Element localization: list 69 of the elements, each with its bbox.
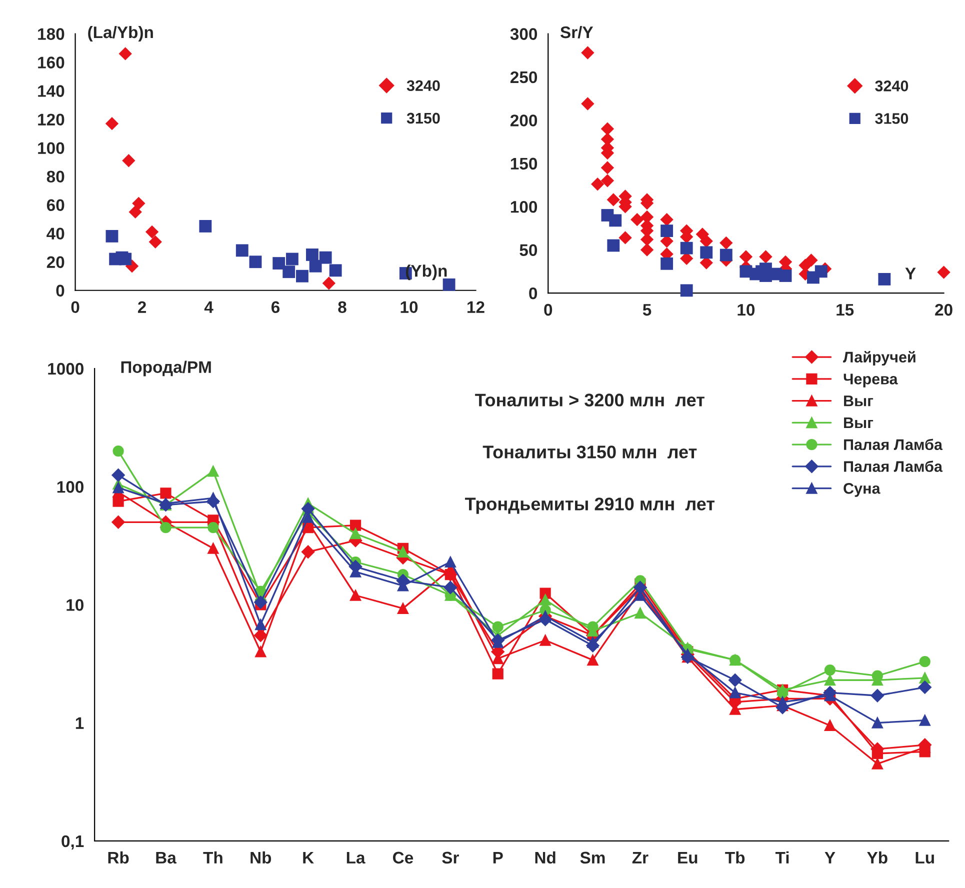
x-tick-label: Ce <box>393 852 414 864</box>
legend-label: Лайручей <box>843 351 916 366</box>
x-tick-label: 5 <box>642 304 652 316</box>
legend-label: Палая Ламба <box>844 460 943 472</box>
x-tick-label: La <box>346 852 366 864</box>
y-tick-label: 140 <box>38 85 64 97</box>
y-tick-label: 250 <box>510 71 538 84</box>
x-tick-label: Rb <box>108 851 129 864</box>
x-tick-label: Tb <box>725 851 745 864</box>
y-tick-label: 0 <box>529 287 538 300</box>
y-tick-label: 300 <box>510 28 538 40</box>
x-tick-label: K <box>303 852 314 864</box>
x-tick-label: Eu <box>678 852 698 864</box>
y-tick-label: 40 <box>46 228 64 240</box>
x-tick-label: Zr <box>632 852 648 864</box>
y-tick-label: 80 <box>46 170 64 183</box>
x-tick-label: 15 <box>836 304 854 316</box>
legend-label: 3150 <box>406 112 440 124</box>
x-tick-label: 10 <box>738 304 755 316</box>
y-tick-label: 1 <box>76 717 84 729</box>
x-tick-label: Sr <box>442 852 459 864</box>
y-axis-title: Порода/PM <box>121 360 211 376</box>
y-tick-label: 200 <box>510 114 538 126</box>
annotation: Тоналиты > 3200 млн лет <box>475 394 704 406</box>
x-tick-label: Ba <box>156 852 176 864</box>
x-axis-title: Y <box>905 268 916 280</box>
x-tick-label: Yb <box>867 851 888 864</box>
y-tick-label: 100 <box>57 481 84 493</box>
x-tick-label: 8 <box>338 301 346 314</box>
y-tick-label: 160 <box>38 56 64 68</box>
x-tick-label: Lu <box>916 852 934 864</box>
legend-label: 3240 <box>875 80 908 92</box>
x-tick-label: 10 <box>400 301 418 314</box>
y-tick-label: 50 <box>520 244 538 256</box>
legend-label: 3240 <box>406 80 440 92</box>
x-tick-label: Sm <box>580 852 605 864</box>
legend-label: Палая Ламба <box>844 438 943 450</box>
y-tick-label: 180 <box>38 28 64 40</box>
y-tick-label: 0,1 <box>62 835 84 850</box>
annotation: Тоналиты 3150 млн лет <box>482 446 697 458</box>
x-tick-label: Nd <box>535 851 556 864</box>
y-axis-title: Sr/Y <box>560 26 594 38</box>
y-tick-label: 100 <box>38 142 64 154</box>
x-tick-label: 2 <box>138 301 146 313</box>
y-tick-label: 1000 <box>48 362 84 375</box>
x-tick-label: 12 <box>468 301 484 313</box>
y-tick-label: 10 <box>66 599 84 611</box>
x-tick-label: 0 <box>544 304 552 316</box>
x-tick-label: 6 <box>271 301 280 314</box>
y-tick-label: 100 <box>510 201 538 213</box>
legend-label: Черева <box>844 374 898 388</box>
x-tick-label: Th <box>203 851 222 864</box>
legend-label: Выг <box>844 396 874 406</box>
annotation: Трондьемиты 2910 млн лет <box>465 498 715 514</box>
x-tick-label: Y <box>824 852 836 864</box>
y-tick-label: 120 <box>38 114 64 126</box>
legend-label: Выг <box>844 418 874 428</box>
y-tick-label: 60 <box>46 199 64 212</box>
x-tick-label: Ti <box>775 851 789 864</box>
y-tick-label: 150 <box>510 158 538 170</box>
legend-label: 3150 <box>875 113 908 124</box>
x-tick-label: P <box>493 852 503 864</box>
y-tick-label: 20 <box>46 256 64 268</box>
x-tick-label: Nb <box>250 851 272 864</box>
x-tick-label: 4 <box>204 301 214 313</box>
legend-label: Суна <box>844 482 880 497</box>
y-axis-title: (La/Yb)n <box>88 26 153 42</box>
y-tick-label: 0 <box>56 284 64 297</box>
x-tick-label: 20 <box>935 304 952 316</box>
